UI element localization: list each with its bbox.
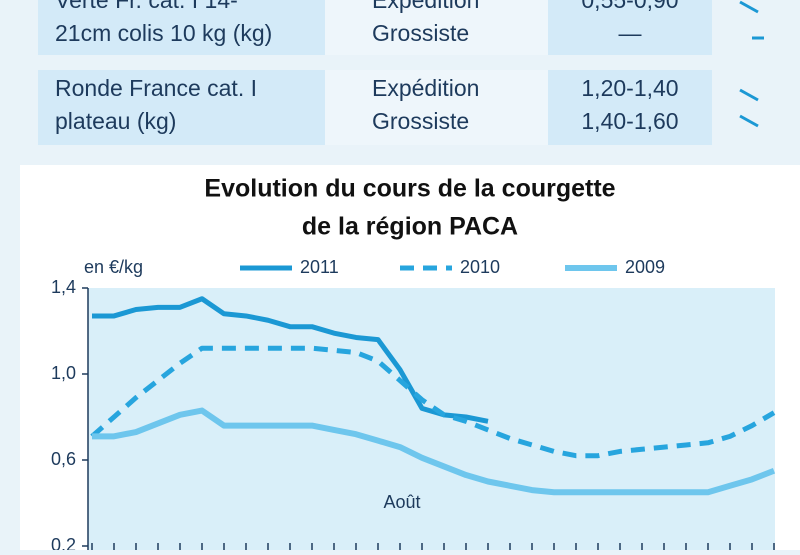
series-line: [92, 296, 489, 424]
trend-down: [739, 0, 759, 14]
table-cell-text: Grossiste: [372, 108, 469, 134]
table-cell-text: Verte Fr. cat. I 14-: [55, 0, 238, 13]
table-cell-text: Grossiste: [372, 20, 469, 46]
annotation: Août: [383, 492, 420, 512]
chart-title: de la région PACA: [302, 213, 518, 241]
table-cell-text: 1,20-1,40: [581, 75, 678, 101]
table-cell-text: —: [619, 20, 642, 46]
table-cell-text: Expédition: [372, 0, 479, 13]
cell-bg: [38, 0, 325, 55]
trend-down: [739, 88, 759, 102]
cell-bg: [548, 0, 712, 55]
chart: Evolution du cours de la courgette de la …: [51, 175, 776, 555]
y-axis-label: en €/kg: [84, 257, 143, 277]
trend-icons: [739, 0, 764, 128]
chart-title: Evolution du cours de la courgette: [204, 175, 615, 203]
y-tick-label: 1,0: [51, 363, 76, 383]
table-cell-text: Ronde France cat. I: [55, 75, 257, 101]
table-cell-text: Expédition: [372, 75, 479, 101]
table-cell-text: 21cm colis 10 kg (kg): [55, 20, 272, 46]
cell-bg: [38, 70, 325, 145]
legend-label: 2010: [460, 257, 500, 277]
y-tick-label: 1,4: [51, 277, 76, 297]
table: Verte Fr. cat. I 14- 21cm colis 10 kg (kg…: [55, 0, 679, 134]
trend-down: [739, 114, 759, 128]
legend-label: 2009: [625, 257, 665, 277]
table-cell-text: 0,55-0,90: [581, 0, 678, 13]
cell-bg: [548, 70, 712, 145]
cell-bg: [325, 70, 548, 145]
y-tick-label: 0,6: [51, 449, 76, 469]
cell-bg: [325, 0, 548, 55]
series-line: [90, 345, 776, 459]
y-tick-label: 0,2: [51, 535, 76, 550]
table-cell-text: 1,40-1,60: [581, 108, 678, 134]
plot-area: [88, 288, 775, 550]
series-line: [92, 407, 776, 496]
table-cell-text: plateau (kg): [55, 108, 176, 134]
legend-label: 2011: [300, 257, 339, 277]
